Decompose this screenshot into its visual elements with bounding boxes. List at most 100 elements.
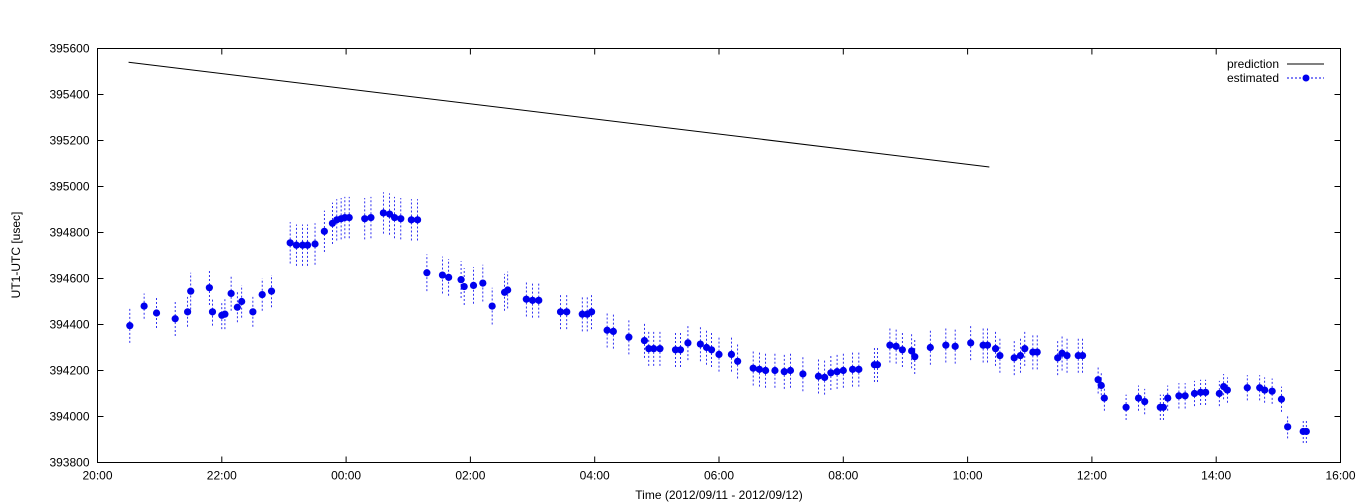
estimated-point [1277,395,1286,403]
estimated-point [715,350,723,358]
estimated-point [205,284,213,292]
estimated-point [479,279,487,287]
estimated-point [839,366,847,375]
estimated-point [397,215,405,223]
x-tick-label: 06:00 [704,469,734,483]
estimated-point [873,361,882,369]
estimated-point [1181,392,1189,400]
x-tick-label: 00:00 [331,469,361,483]
estimated-point [286,239,294,247]
estimated-point [438,271,447,279]
estimated-point [942,341,950,349]
estimated-point [367,213,375,222]
estimated-point [1141,397,1149,406]
estimated-point [926,343,934,352]
estimated-point [1223,386,1231,394]
x-tick-label: 20:00 [82,469,112,483]
estimated-point [1268,387,1276,395]
estimated-point [140,302,148,310]
y-tick-label: 395200 [49,134,89,148]
estimated-point [1190,389,1199,398]
estimated-point [221,310,229,318]
x-tick-label: 14:00 [1201,469,1231,483]
estimated-point [184,308,192,316]
legend-label-prediction: prediction [1227,57,1279,71]
estimated-point [423,269,431,277]
estimated-point [1243,384,1251,392]
estimated-point [640,337,649,345]
estimated-point [898,346,906,354]
estimated-point [460,282,468,291]
estimated-point [1175,392,1183,400]
prediction-series [128,61,990,168]
estimated-point [320,227,328,235]
estimated-point [827,369,835,377]
estimated-point [967,339,975,347]
estimated-point [303,241,312,249]
estimated-point [249,308,257,316]
estimated-point [625,333,633,341]
estimated-point [227,289,235,298]
estimated-point [762,366,770,375]
estimated-point [707,346,716,354]
x-tick-label: 02:00 [455,469,485,483]
estimated-point [734,357,742,365]
estimated-point [1122,403,1130,411]
x-tick-label: 16:00 [1325,469,1355,483]
x-tick-labels: 20:00 22:00 00:00 02:00 04:00 06:00 08:00 10:00… [82,469,1355,483]
y-axis-label: UT1-UTC [usec] [9,212,23,299]
estimated-point [233,303,241,311]
estimated-point [457,276,465,284]
x-tick-label: 08:00 [828,469,858,483]
estimated-point [684,339,692,347]
estimated-point [609,327,617,335]
legend-marker-estimated [1302,74,1310,82]
estimated-point [814,372,823,380]
estimated-point [1097,381,1105,390]
estimated-point [1197,388,1205,396]
plot-frame [97,48,1341,463]
estimated-point [671,346,680,354]
prediction-line [128,61,990,168]
estimated-point [258,291,266,299]
estimated-point [749,364,757,372]
estimated-point [556,308,565,316]
y-tick-label: 394200 [49,364,89,378]
estimated-point [908,347,916,355]
y-tick-label: 394600 [49,272,89,286]
x-tick-label: 04:00 [580,469,610,483]
estimated-point [892,342,900,350]
estimated-point [445,273,453,281]
estimated-point [799,370,807,378]
axis-ticks [97,48,1341,463]
estimated-point [676,346,685,354]
estimated-point [535,296,543,304]
estimated-point [849,365,857,373]
estimated-point [292,241,300,249]
estimated-point [361,215,369,223]
estimated-point [413,216,422,224]
estimated-point [650,345,658,353]
legend: prediction estimated [1227,57,1324,85]
x-tick-label: 22:00 [207,469,237,483]
estimated-point [645,345,653,353]
estimated-point [1215,389,1223,398]
estimated-series [126,192,1310,443]
y-tick-label: 393800 [49,456,89,470]
estimated-point [1134,394,1143,402]
estimated-point [390,213,399,222]
estimated-point [696,340,704,348]
estimated-point [267,287,276,295]
y-tick-label: 395000 [49,180,89,194]
estimated-point [996,351,1004,360]
estimated-point [1159,403,1167,411]
estimated-point [780,368,788,376]
estimated-point [1164,394,1172,402]
estimated-point [488,302,496,310]
legend-label-estimated: estimated [1227,71,1279,85]
estimated-point [298,241,307,249]
estimated-point [1010,354,1018,362]
estimated-point [238,297,246,306]
estimated-point [833,368,841,376]
estimated-point [1054,354,1062,362]
